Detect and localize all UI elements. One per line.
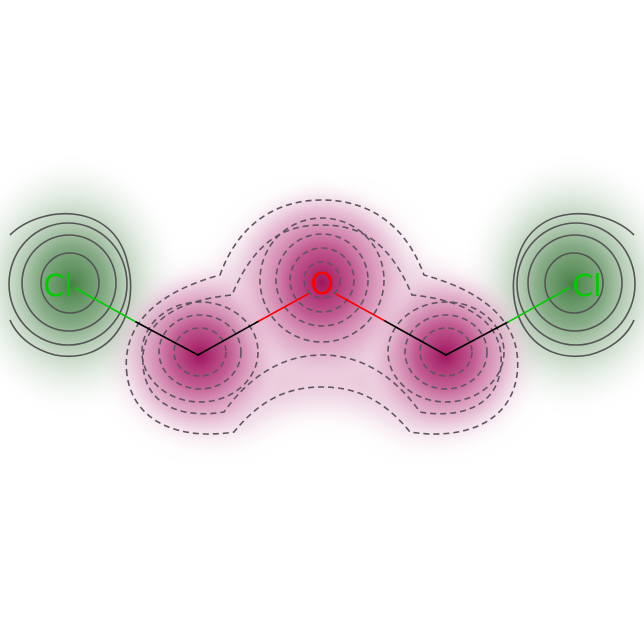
bonds bbox=[74, 287, 570, 356]
bond-o-c2-red bbox=[335, 293, 386, 322]
bond-cl1-c1-black bbox=[135, 321, 199, 356]
bond-c1-o-black bbox=[197, 320, 260, 356]
density-o bbox=[227, 177, 417, 387]
bond-cl1-c1-green bbox=[74, 287, 137, 323]
bond-c2-cl2-black bbox=[445, 321, 509, 356]
solid-contours-left bbox=[8, 212, 132, 358]
atom-label-cl1: Cl bbox=[43, 269, 72, 304]
dashed-contours bbox=[125, 199, 519, 435]
bond-c1-o-red bbox=[258, 293, 309, 322]
atom-label-o: O bbox=[310, 267, 334, 302]
solid-contours-right bbox=[512, 212, 636, 358]
bond-c2-cl2-green bbox=[507, 287, 570, 323]
bond-o-c2-black bbox=[384, 320, 447, 356]
atom-label-cl2: Cl bbox=[572, 269, 601, 304]
